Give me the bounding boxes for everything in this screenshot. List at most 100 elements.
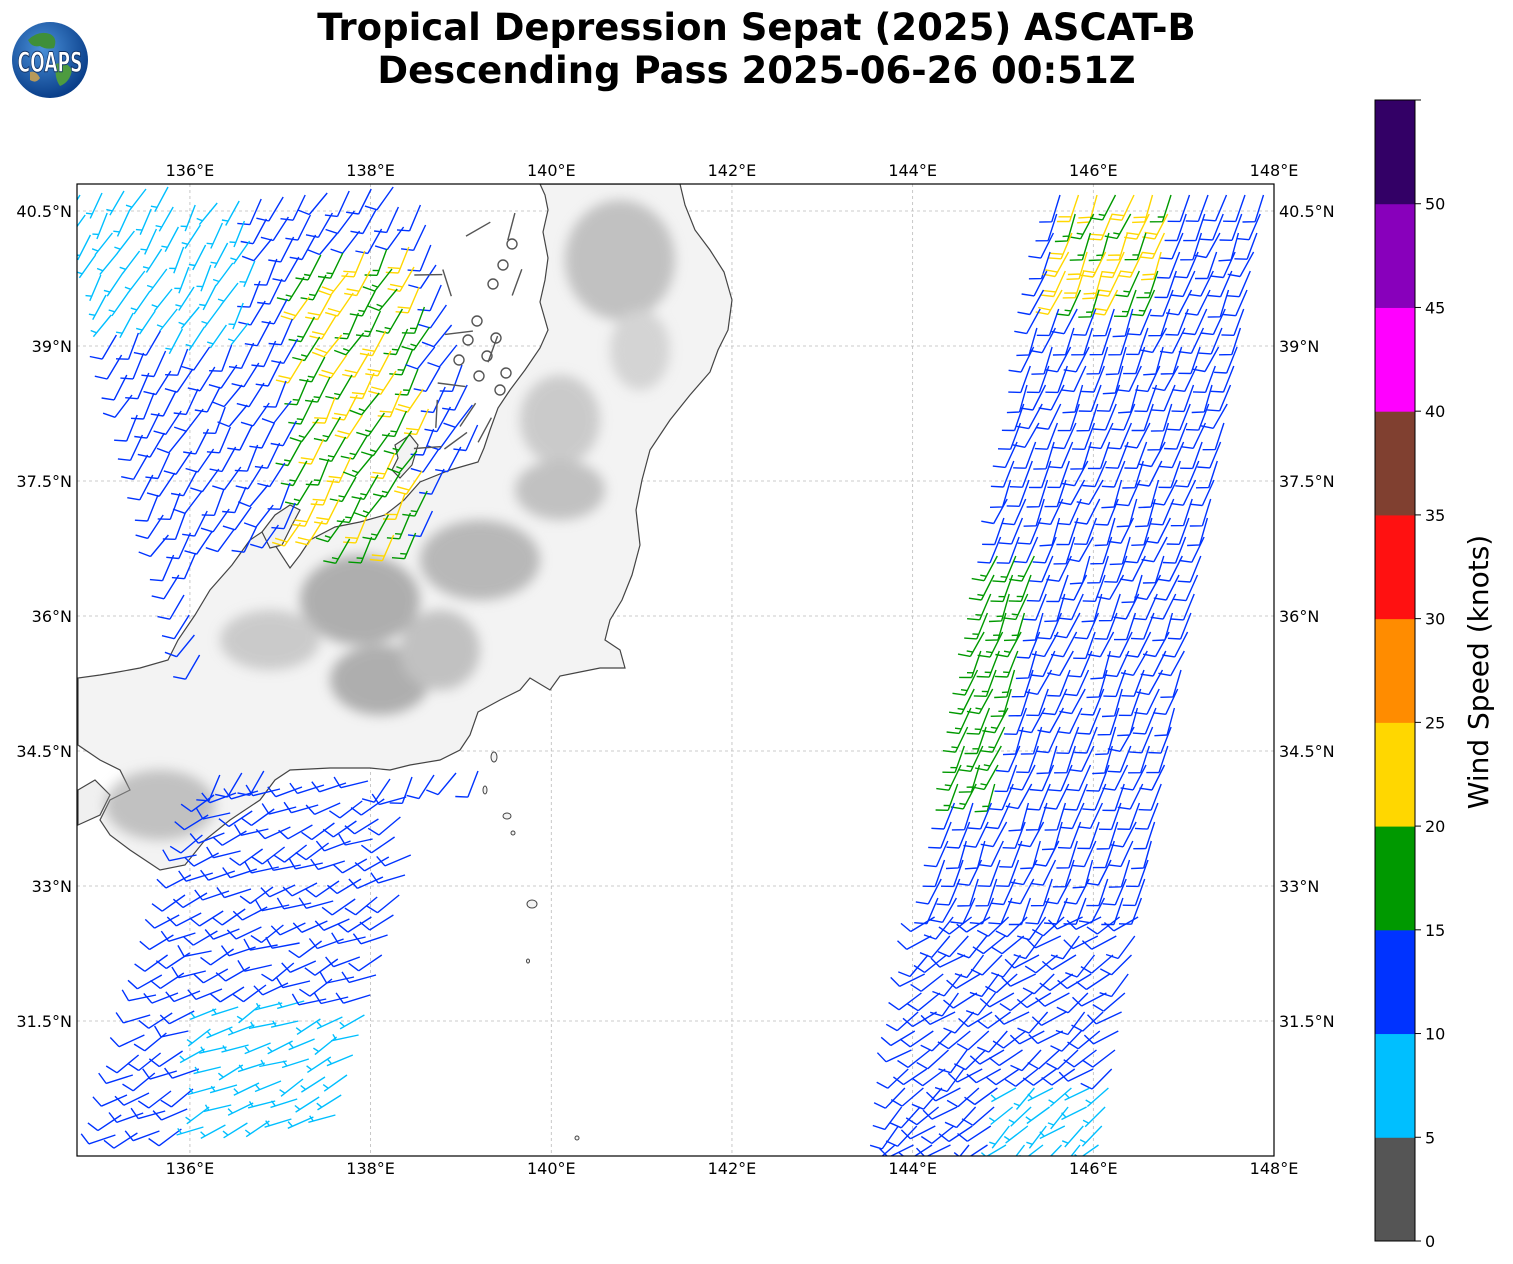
wind-barb xyxy=(1061,365,1087,393)
wind-barb xyxy=(318,272,349,296)
wind-barb xyxy=(295,254,322,281)
wind-barb xyxy=(270,922,306,936)
wind-barb xyxy=(183,428,210,455)
wind-barb xyxy=(316,1094,342,1111)
wind-barb xyxy=(254,258,278,286)
wind-barb xyxy=(971,555,998,582)
lon-tick-label-bottom: 136°E xyxy=(166,1159,215,1178)
wind-barb xyxy=(1051,422,1077,450)
wind-barb xyxy=(142,1068,178,1080)
wind-barb xyxy=(1092,403,1117,431)
wind-barb xyxy=(120,352,145,380)
wind-barb xyxy=(418,304,447,329)
lon-tick-label-top: 144°E xyxy=(888,161,937,180)
wind-barb xyxy=(1130,289,1156,317)
wind-barb xyxy=(263,380,287,408)
wind-barb xyxy=(289,234,317,261)
wind-barb xyxy=(950,897,976,925)
wind-barb xyxy=(391,532,417,560)
wind-barb xyxy=(142,248,163,273)
wind-barb xyxy=(946,973,981,990)
wind-barb xyxy=(288,316,316,343)
wind-barb xyxy=(1179,536,1205,563)
wind-barb xyxy=(169,246,185,274)
wind-barb xyxy=(975,878,998,907)
wind-barb xyxy=(280,460,308,487)
colorbar-segment xyxy=(1375,929,1415,1035)
colorbar-segment xyxy=(1375,826,1415,931)
wind-barb xyxy=(181,346,211,371)
lat-tick-label-left: 37.5°N xyxy=(16,472,72,491)
colorbar-tick-label: 10 xyxy=(1425,1025,1445,1044)
wind-barb xyxy=(173,408,204,432)
wind-barb xyxy=(1085,859,1112,886)
wind-barb xyxy=(1017,289,1045,316)
wind-barb xyxy=(130,1107,166,1120)
wind-barb xyxy=(994,669,1016,699)
wind-barb xyxy=(1042,688,1068,716)
wind-barb xyxy=(190,468,220,493)
wind-barb xyxy=(922,1106,958,1120)
wind-barb xyxy=(1010,1049,1042,1072)
wind-barb xyxy=(85,192,103,219)
wind-barb xyxy=(124,1130,160,1142)
lat-tick-label-right: 34.5°N xyxy=(1279,742,1335,761)
wind-barb xyxy=(1039,1125,1066,1140)
wind-barb xyxy=(1001,973,1037,987)
wind-barb xyxy=(1074,726,1098,754)
wind-barb xyxy=(1152,612,1174,642)
wind-barb xyxy=(1195,251,1218,280)
wind-barb xyxy=(426,772,457,796)
wind-barb xyxy=(1088,422,1114,450)
lat-tick-label-left: 34.5°N xyxy=(16,742,72,761)
wind-barb xyxy=(940,859,964,888)
wind-barb xyxy=(1131,840,1152,870)
wind-barb xyxy=(1105,346,1127,376)
wind-barb xyxy=(403,408,430,436)
wind-barb xyxy=(1131,403,1154,432)
map-subtitle: Descending Pass 2025-06-26 00:51Z xyxy=(377,49,1136,92)
wind-barb xyxy=(326,878,362,895)
wind-barb xyxy=(301,822,335,841)
lat-tick-label-right: 37.5°N xyxy=(1279,472,1335,491)
wind-barb xyxy=(1119,555,1146,582)
wind-barb xyxy=(1071,1011,1104,1032)
wind-barb xyxy=(465,221,491,237)
wind-barb xyxy=(989,1125,1010,1149)
wind-barb xyxy=(1136,669,1164,696)
wind-barb xyxy=(1077,821,1100,850)
wind-barb xyxy=(1120,650,1148,676)
wind-barb xyxy=(200,948,234,966)
wind-barb xyxy=(1130,612,1155,640)
wind-barb xyxy=(989,783,1014,811)
wind-barb xyxy=(897,935,932,951)
wind-barb xyxy=(352,933,388,945)
wind-barb xyxy=(1115,270,1140,298)
wind-barb xyxy=(329,476,357,503)
wind-barb xyxy=(322,1074,348,1092)
wind-barb xyxy=(1074,517,1098,545)
wind-barb xyxy=(1035,726,1061,754)
wind-barb xyxy=(999,840,1023,868)
wind-barb xyxy=(209,1084,238,1094)
wind-barb xyxy=(199,284,217,311)
wind-barb xyxy=(1057,973,1092,990)
wind-barb xyxy=(1207,270,1233,298)
wind-barb xyxy=(507,212,516,241)
wind-barb xyxy=(1124,232,1147,261)
wind-barb xyxy=(968,802,993,830)
wind-barb xyxy=(165,990,201,1003)
colorbar-tick-label: 15 xyxy=(1425,921,1445,940)
wind-barb xyxy=(163,450,193,475)
wind-barb xyxy=(272,522,301,547)
terrain-shading xyxy=(105,200,675,840)
wind-barb xyxy=(200,869,236,881)
wind-barb xyxy=(137,432,166,458)
wind-barb xyxy=(1156,251,1181,279)
wind-barb xyxy=(1170,270,1196,298)
wind-barb xyxy=(1131,517,1153,546)
wind-barb xyxy=(115,312,134,339)
wind-barb xyxy=(230,240,251,265)
wind-barb xyxy=(109,1034,145,1048)
